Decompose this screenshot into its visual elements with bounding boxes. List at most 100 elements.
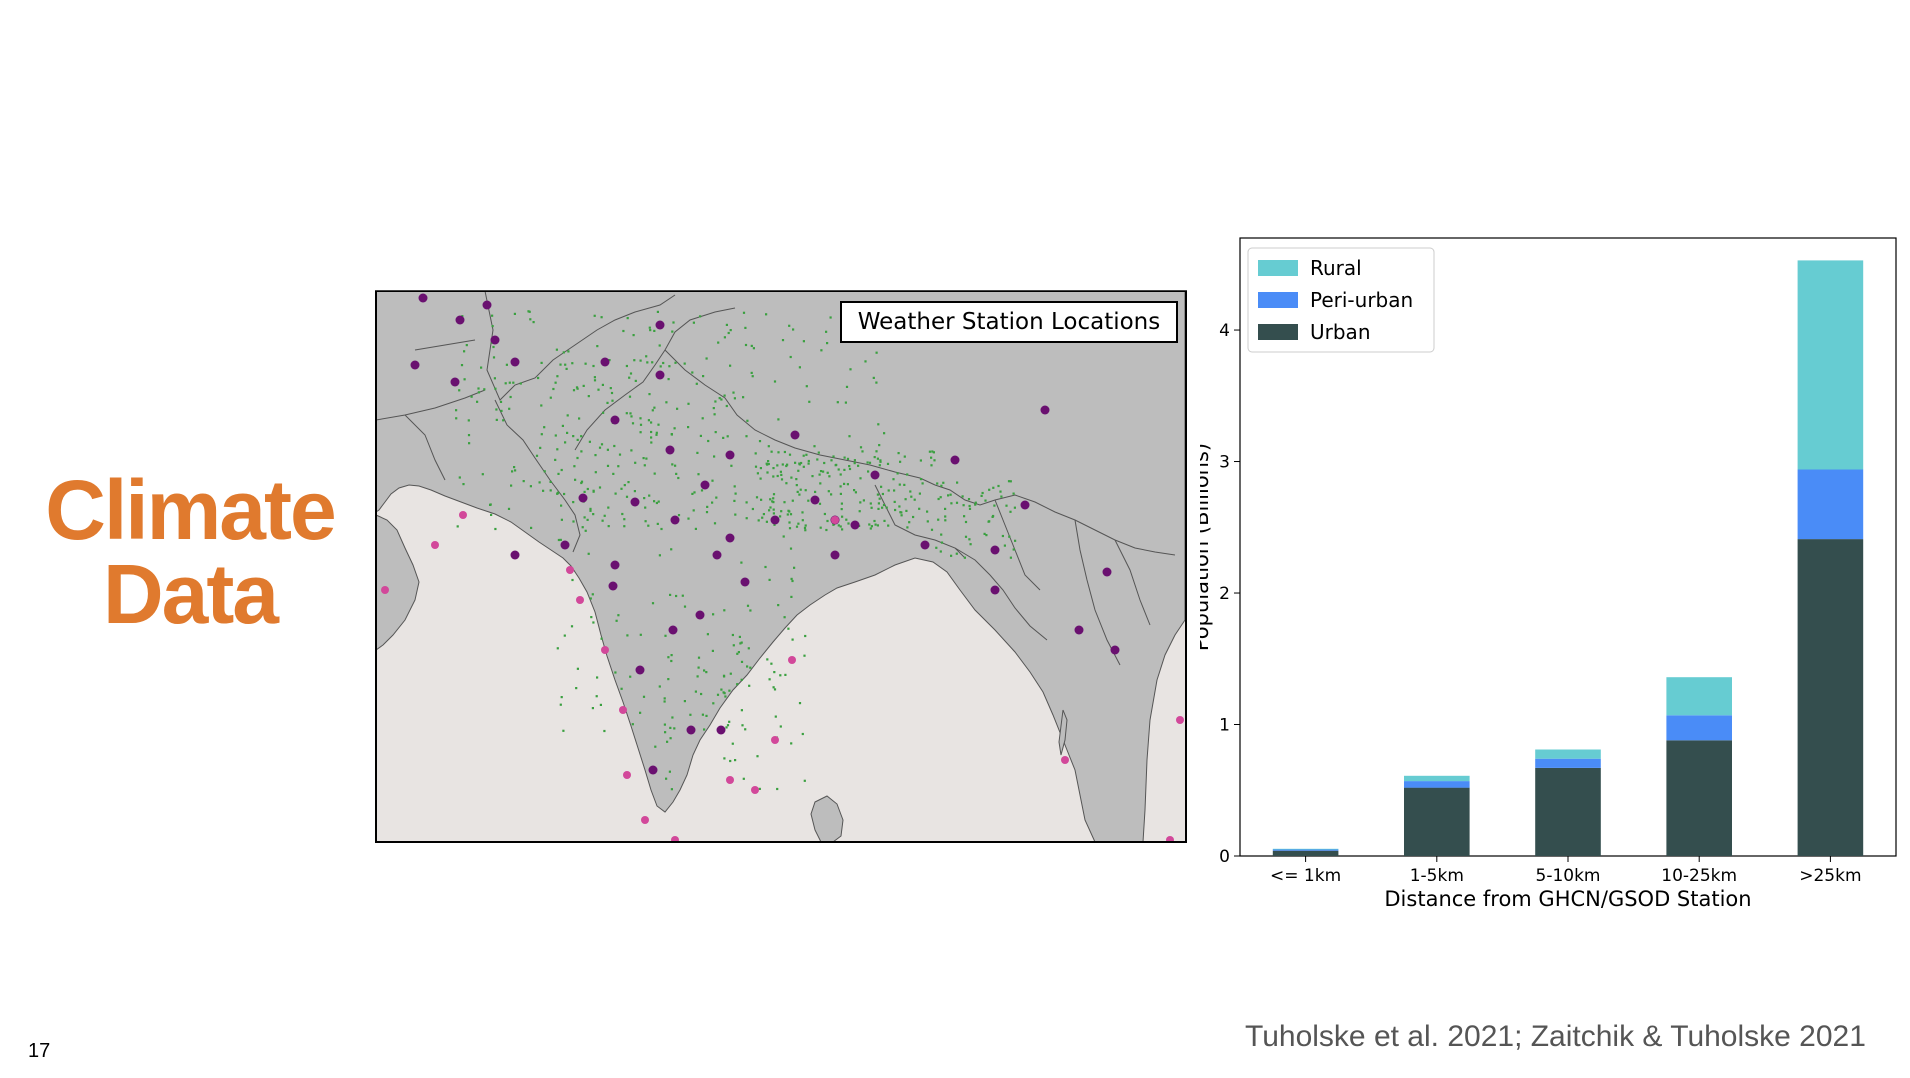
population-speck <box>840 508 843 511</box>
population-speck <box>645 355 648 358</box>
population-speck <box>593 376 596 379</box>
population-speck <box>843 468 846 471</box>
population-speck <box>513 312 516 315</box>
population-speck <box>877 423 880 426</box>
map-canvas <box>375 290 1187 843</box>
station-marker <box>490 335 500 345</box>
population-speck <box>781 339 785 342</box>
population-speck <box>825 528 828 532</box>
population-speck <box>921 482 924 485</box>
population-speck <box>730 464 733 467</box>
station-marker <box>790 430 800 440</box>
population-speck <box>881 492 884 496</box>
population-speck <box>772 508 775 511</box>
population-speck <box>723 394 726 397</box>
population-speck <box>675 594 678 598</box>
population-speck <box>1009 510 1012 513</box>
station-marker-coastal <box>726 776 734 784</box>
population-speck <box>720 688 723 691</box>
population-speck <box>803 654 806 657</box>
population-speck <box>677 476 680 480</box>
station-marker <box>655 370 665 380</box>
population-speck <box>631 422 635 425</box>
population-speck <box>670 654 673 657</box>
population-speck <box>519 382 522 385</box>
population-speck <box>844 401 847 404</box>
population-speck <box>854 491 857 494</box>
population-speck <box>795 525 799 528</box>
population-speck <box>703 728 706 731</box>
population-speck <box>560 504 563 507</box>
population-speck <box>853 489 856 492</box>
population-speck <box>561 424 564 427</box>
population-speck <box>968 507 972 510</box>
population-speck <box>562 351 565 354</box>
population-speck <box>623 484 626 487</box>
population-speck <box>878 464 881 467</box>
population-speck <box>711 501 714 504</box>
station-marker <box>725 450 735 460</box>
population-speck <box>559 703 562 706</box>
population-speck <box>839 492 842 495</box>
population-speck <box>798 493 801 496</box>
population-speck <box>877 502 880 505</box>
population-speck <box>665 401 668 404</box>
population-speck <box>876 457 879 460</box>
population-speck <box>744 326 747 329</box>
population-speck <box>769 498 772 501</box>
population-speck <box>728 689 731 692</box>
population-speck <box>776 464 779 467</box>
population-speck <box>492 356 496 359</box>
population-speck <box>620 487 623 490</box>
population-speck <box>747 647 750 650</box>
population-speck <box>483 388 486 391</box>
population-speck <box>650 436 653 439</box>
station-marker <box>410 360 420 370</box>
station-marker-coastal <box>641 816 649 824</box>
population-speck <box>734 759 737 762</box>
population-speck <box>1001 534 1004 538</box>
population-speck <box>643 464 646 467</box>
population-speck <box>724 695 727 698</box>
population-speck <box>683 700 686 703</box>
population-speck <box>701 713 704 716</box>
population-speck <box>611 399 614 402</box>
population-speck <box>657 500 660 503</box>
population-speck <box>625 364 628 368</box>
population-speck <box>885 506 888 509</box>
population-speck <box>455 409 458 412</box>
population-speck <box>549 396 552 399</box>
population-speck <box>906 473 909 476</box>
population-speck <box>675 472 678 475</box>
population-speck <box>781 463 784 466</box>
population-speck <box>463 350 466 353</box>
population-speck <box>707 439 710 443</box>
population-speck <box>576 387 579 390</box>
population-speck <box>647 419 650 422</box>
population-speck <box>662 361 665 365</box>
population-speck <box>670 433 673 436</box>
population-speck <box>802 340 805 343</box>
population-speck <box>825 330 828 333</box>
population-speck <box>776 474 779 478</box>
station-marker <box>630 497 640 507</box>
population-speck <box>849 368 852 371</box>
legend-swatch <box>1258 324 1298 340</box>
population-speck <box>491 314 494 317</box>
population-speck <box>588 440 591 443</box>
population-speck <box>873 519 876 523</box>
population-speck <box>693 491 696 494</box>
population-speck <box>566 414 569 417</box>
population-speck <box>878 497 881 500</box>
population-speck <box>628 395 632 398</box>
population-speck <box>593 314 596 317</box>
station-marker <box>740 577 750 587</box>
population-speck <box>772 512 775 515</box>
population-speck <box>903 483 906 486</box>
population-speck <box>886 462 890 465</box>
population-speck <box>758 440 762 443</box>
population-speck <box>787 509 790 512</box>
population-speck <box>772 475 775 478</box>
population-speck <box>749 609 752 612</box>
station-marker-coastal <box>576 596 584 604</box>
